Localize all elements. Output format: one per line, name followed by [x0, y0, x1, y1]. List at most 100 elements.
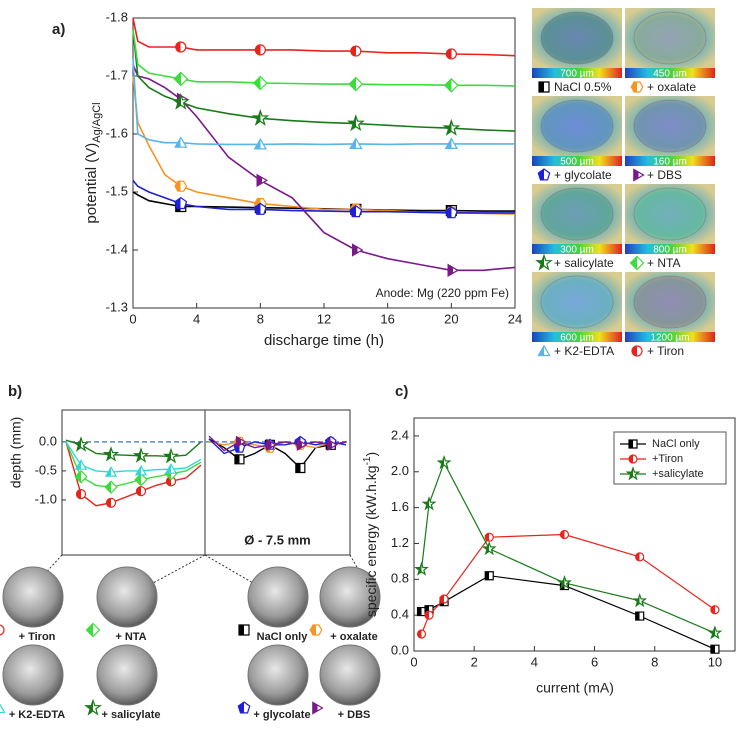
sample-label: NaCl only: [257, 631, 309, 643]
marker: [134, 472, 148, 487]
legend-marker: [238, 624, 250, 636]
y-tick-label: 1.2: [391, 535, 409, 550]
sample-photo: [247, 566, 309, 628]
marker: [175, 41, 187, 53]
legend-marker: [0, 624, 5, 636]
marker: [252, 75, 268, 91]
x-tick-label: 6: [591, 654, 598, 669]
marker: [74, 459, 88, 470]
legend-label: +Tiron: [652, 453, 683, 465]
marker: [349, 204, 363, 218]
legend-marker: [538, 81, 550, 93]
plot-frame: [413, 417, 736, 652]
marker: [235, 435, 247, 449]
series-line: [132, 58, 515, 146]
marker: [174, 180, 188, 192]
marker: [173, 71, 189, 87]
series-line: [132, 64, 516, 272]
y-tick-label: -1.3: [106, 299, 128, 314]
x-axis-label: current (mA): [536, 680, 614, 696]
sample-photo: [319, 644, 381, 706]
y-axis-label: specific energy (kW.h.kg-1): [362, 452, 379, 617]
legend-marker: [629, 255, 645, 271]
x-tick-label: 8: [651, 654, 658, 669]
scale-bar: [625, 244, 715, 254]
x-tick-label: 20: [444, 311, 458, 326]
plot-frame: [61, 409, 206, 556]
x-axis-label: discharge time (h): [264, 332, 384, 349]
surface-pit: [540, 275, 614, 329]
marker: [266, 438, 277, 451]
x-tick-label: 12: [317, 311, 331, 326]
surface-image: [625, 272, 715, 332]
sample-photo: [2, 566, 64, 628]
x-tick-label: 4: [193, 311, 200, 326]
plot-frame: [132, 17, 516, 309]
scale-bar: [532, 332, 622, 342]
sample-photo: [2, 644, 64, 706]
marker: [416, 629, 427, 639]
surface-pit: [633, 275, 707, 329]
series-line: [65, 441, 202, 473]
marker: [416, 606, 427, 617]
scale-label: 1200 µm: [650, 333, 689, 344]
sample-photo: [96, 566, 158, 628]
legend-label: + DBS: [647, 168, 682, 182]
legend-marker: [309, 624, 323, 636]
sample-label: + DBS: [338, 709, 371, 721]
x-tick-label: 0: [129, 311, 136, 326]
surface-image: [532, 272, 622, 332]
marker: [481, 540, 497, 556]
marker: [74, 469, 88, 484]
scale-label: 300 µm: [560, 245, 594, 256]
marker: [253, 138, 268, 150]
panel-label: b): [8, 383, 22, 400]
legend-label: + NTA: [647, 256, 680, 270]
y-tick-label: 0.8: [391, 571, 409, 586]
marker: [350, 45, 362, 57]
x-tick-label: 2: [471, 654, 478, 669]
marker: [104, 466, 118, 477]
series-line: [65, 441, 202, 488]
surface-image: [532, 96, 622, 156]
marker: [254, 44, 266, 56]
y-axis-label: potential (V)Ag/AgCl: [83, 102, 103, 223]
marker: [443, 77, 459, 93]
y-tick-label: -1.0: [35, 491, 57, 506]
marker: [445, 48, 457, 60]
y-tick-label: 0.4: [391, 607, 409, 622]
y-tick-label: 2.0: [391, 463, 409, 478]
marker: [174, 136, 188, 148]
plot-frame: [204, 409, 351, 556]
scale-label: 800 µm: [653, 245, 687, 256]
legend-marker: [628, 439, 638, 449]
legend-marker: [631, 345, 643, 357]
surface-pit: [633, 187, 707, 241]
y-tick-label: -1.5: [106, 183, 128, 198]
marker: [164, 463, 178, 474]
panel-label: a): [52, 21, 65, 38]
marker: [296, 438, 308, 451]
marker: [707, 625, 723, 640]
sample-label: + NTA: [115, 631, 146, 643]
series-line: [132, 179, 515, 214]
scale-label: 160 µm: [653, 157, 687, 168]
marker: [162, 447, 180, 464]
legend-marker: [628, 454, 638, 464]
y-tick-label: -1.8: [106, 9, 128, 24]
surface-image: [625, 96, 715, 156]
scale-bar: [625, 156, 715, 166]
marker: [424, 610, 434, 620]
surface-pit: [540, 11, 614, 65]
sample-photo: [319, 566, 381, 628]
marker: [710, 605, 720, 615]
marker: [251, 108, 270, 126]
surface-pit: [540, 99, 614, 153]
marker: [134, 465, 148, 476]
marker: [414, 561, 429, 576]
x-tick-label: 8: [257, 311, 264, 326]
surface-image: [532, 184, 622, 244]
marker: [295, 462, 306, 474]
surface-pit: [633, 99, 707, 153]
marker: [632, 592, 648, 608]
